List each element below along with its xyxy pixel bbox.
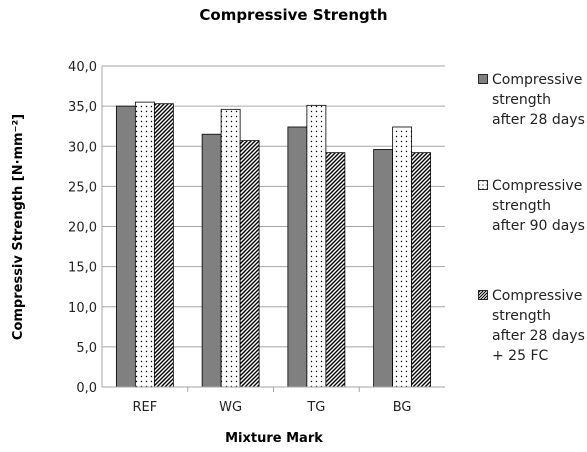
y-axis-label: Compressiv Strength [N·mm⁻²] (11, 114, 26, 340)
legend-label: Compressive strength after 28 days + 25 … (492, 288, 585, 364)
bar-wg-series-3 (239, 140, 260, 388)
legend-item: Compressive strength after 90 days (478, 176, 587, 236)
bar-tg-series-2 (306, 104, 327, 388)
y-tick-label: 10,0 (68, 301, 97, 316)
bar-bg-series-2 (392, 126, 413, 388)
bar-ref-series-2 (134, 101, 155, 388)
legend-label: Compressive strength after 28 days (492, 72, 585, 128)
bar-bg-series-1 (373, 149, 394, 388)
bar-tg-series-1 (287, 126, 308, 388)
legend-swatch (478, 74, 488, 84)
bar-bg-series-3 (411, 152, 432, 388)
y-tick-label: 5,0 (76, 341, 97, 356)
x-tick-label: WG (219, 400, 242, 415)
legend-label: Compressive strength after 90 days (492, 178, 585, 234)
x-tick-label: TG (306, 400, 325, 415)
bar-tg-series-3 (325, 152, 346, 388)
chart-title: Compressive Strength (199, 6, 388, 24)
bar-wg-series-2 (220, 108, 241, 388)
bar-wg-series-1 (201, 133, 222, 388)
bar-ref-series-3 (153, 103, 174, 388)
legend-swatch (478, 290, 488, 300)
y-tick-label: 30,0 (68, 140, 97, 155)
legend-item: Compressive strength after 28 days (478, 70, 587, 130)
y-tick-label: 20,0 (68, 221, 97, 236)
legend-item: Compressive strength after 28 days + 25 … (478, 286, 587, 366)
y-tick-label: 15,0 (68, 261, 97, 276)
legend-swatch (478, 180, 488, 190)
y-tick-label: 0,0 (76, 381, 97, 396)
x-tick-label: BG (393, 400, 412, 415)
y-tick-label: 25,0 (68, 180, 97, 195)
bar-ref-series-1 (115, 105, 136, 388)
y-tick-label: 40,0 (68, 60, 97, 75)
x-tick-label: REF (133, 400, 158, 415)
y-tick-label: 35,0 (68, 100, 97, 115)
x-axis-label: Mixture Mark (225, 431, 323, 446)
